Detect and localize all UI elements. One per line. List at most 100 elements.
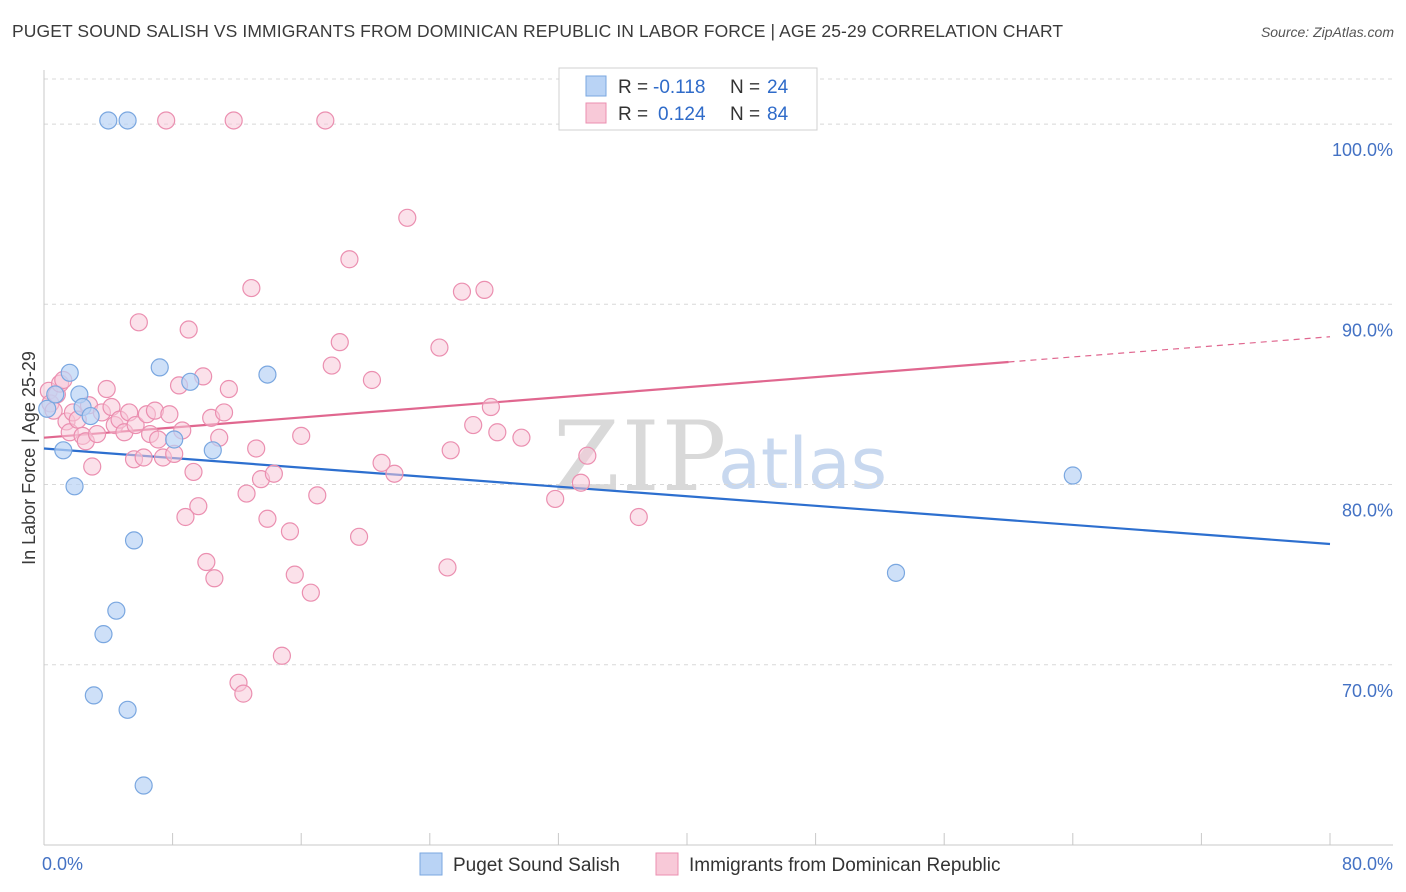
point-dominican-republic <box>372 453 391 473</box>
point-dominican-republic <box>330 333 349 352</box>
point-dominican-republic <box>546 489 565 509</box>
point-puget-sound-salish <box>54 441 73 460</box>
point-dominican-republic <box>301 583 320 602</box>
y-tick-labels: 70.0% 80.0% 90.0% 100.0% <box>1332 140 1393 701</box>
point-puget-sound-salish <box>46 385 65 404</box>
y-axis-label: In Labor Force | Age 25-29 <box>19 351 39 565</box>
point-puget-sound-salish <box>107 601 126 620</box>
point-puget-sound-salish <box>65 477 84 496</box>
chart-title: PUGET SOUND SALISH VS IMMIGRANTS FROM DO… <box>12 21 1064 41</box>
point-dominican-republic <box>134 448 153 467</box>
point-dominican-republic <box>179 320 198 339</box>
legend-r-label-1: R = <box>618 77 648 98</box>
point-dominican-republic <box>316 111 335 130</box>
y-tick-label: 70.0% <box>1342 681 1393 701</box>
point-dominican-republic <box>349 527 369 546</box>
bottom-legend-label-pink: Immigrants from Dominican Republic <box>689 855 1001 876</box>
point-dominican-republic <box>176 507 195 527</box>
legend-n-label-2: N = <box>730 104 760 125</box>
point-puget-sound-salish <box>99 111 118 130</box>
bottom-legend-swatch-pink <box>655 852 679 876</box>
point-dominican-republic <box>149 430 168 449</box>
point-dominican-republic <box>205 569 224 588</box>
point-dominican-republic <box>308 486 327 505</box>
trend-line-dominican-republic <box>43 360 1009 439</box>
point-puget-sound-salish <box>118 111 137 130</box>
stats-legend: R = -0.118 N = 24 R = 0.124 N = 84 <box>558 67 818 131</box>
data-points <box>38 111 1082 795</box>
point-dominican-republic <box>242 278 261 298</box>
point-dominican-republic <box>247 439 266 458</box>
point-dominican-republic <box>272 646 292 665</box>
point-puget-sound-salish <box>181 372 200 391</box>
point-dominican-republic <box>398 208 417 227</box>
bottom-legend-label-blue: Puget Sound Salish <box>453 855 620 876</box>
point-puget-sound-salish <box>84 686 103 705</box>
point-dominican-republic <box>87 424 107 444</box>
legend-n-label-1: N = <box>730 77 760 98</box>
point-dominican-republic <box>234 684 253 703</box>
point-dominican-republic <box>83 457 102 476</box>
point-dominican-republic <box>224 111 243 130</box>
gridlines <box>44 78 1393 666</box>
point-dominican-republic <box>362 370 382 390</box>
point-dominican-republic <box>197 552 216 572</box>
legend-n-value-1: 24 <box>767 77 789 98</box>
point-puget-sound-salish <box>94 625 113 644</box>
y-tick-label: 100.0% <box>1332 140 1393 160</box>
point-dominican-republic <box>340 250 359 269</box>
legend-r-label-2: R = <box>618 104 648 125</box>
source-credit: Source: ZipAtlas.com <box>1260 24 1394 40</box>
legend-n-value-2: 84 <box>767 104 789 125</box>
point-dominican-republic <box>126 415 145 435</box>
point-dominican-republic <box>385 464 404 483</box>
point-dominican-republic <box>157 111 176 130</box>
watermark-atlas: atlas <box>718 423 887 505</box>
trend-line-puget-sound-salish <box>43 447 1331 546</box>
axes <box>43 70 1393 846</box>
point-dominican-republic <box>512 428 531 447</box>
point-dominican-republic <box>475 280 494 299</box>
point-dominican-republic <box>629 507 648 527</box>
point-puget-sound-salish <box>118 700 137 719</box>
point-dominican-republic <box>129 313 148 332</box>
point-puget-sound-salish <box>886 563 906 582</box>
point-puget-sound-salish <box>124 531 144 550</box>
point-dominican-republic <box>481 397 500 417</box>
point-puget-sound-salish <box>150 358 169 377</box>
point-dominican-republic <box>160 405 179 424</box>
series-legend: Puget Sound Salish Immigrants from Domin… <box>419 852 1001 876</box>
point-dominican-republic <box>322 356 341 375</box>
point-dominican-republic <box>237 484 256 503</box>
point-puget-sound-salish <box>203 441 222 460</box>
legend-r-value-1: -0.118 <box>653 77 705 98</box>
point-dominican-republic <box>258 509 277 528</box>
point-dominican-republic <box>438 558 457 577</box>
legend-swatch-pink <box>585 102 607 124</box>
x-tick-label-min: 0.0% <box>42 854 83 874</box>
point-puget-sound-salish <box>258 365 277 384</box>
y-tick-label: 80.0% <box>1342 501 1393 521</box>
point-dominican-republic <box>464 415 483 435</box>
point-puget-sound-salish <box>38 399 57 418</box>
point-dominican-republic <box>571 473 591 492</box>
trend-lines <box>43 336 1331 546</box>
point-puget-sound-salish <box>81 406 100 426</box>
bottom-legend-swatch-blue <box>419 852 443 876</box>
point-dominican-republic <box>430 338 449 357</box>
point-dominican-republic <box>214 403 234 422</box>
point-dominican-republic <box>280 522 300 541</box>
y-tick-label: 90.0% <box>1342 320 1393 340</box>
point-puget-sound-salish <box>165 430 184 449</box>
point-dominican-republic <box>189 497 208 516</box>
point-dominican-republic <box>578 446 597 465</box>
legend-swatch-blue <box>585 75 607 97</box>
point-puget-sound-salish <box>60 363 79 382</box>
point-puget-sound-salish <box>134 776 153 795</box>
point-puget-sound-salish <box>1063 466 1082 485</box>
legend-r-value-2: 0.124 <box>658 104 706 125</box>
point-dominican-republic <box>285 565 304 584</box>
point-dominican-republic <box>184 462 203 482</box>
x-tick-label-max: 80.0% <box>1342 854 1393 874</box>
